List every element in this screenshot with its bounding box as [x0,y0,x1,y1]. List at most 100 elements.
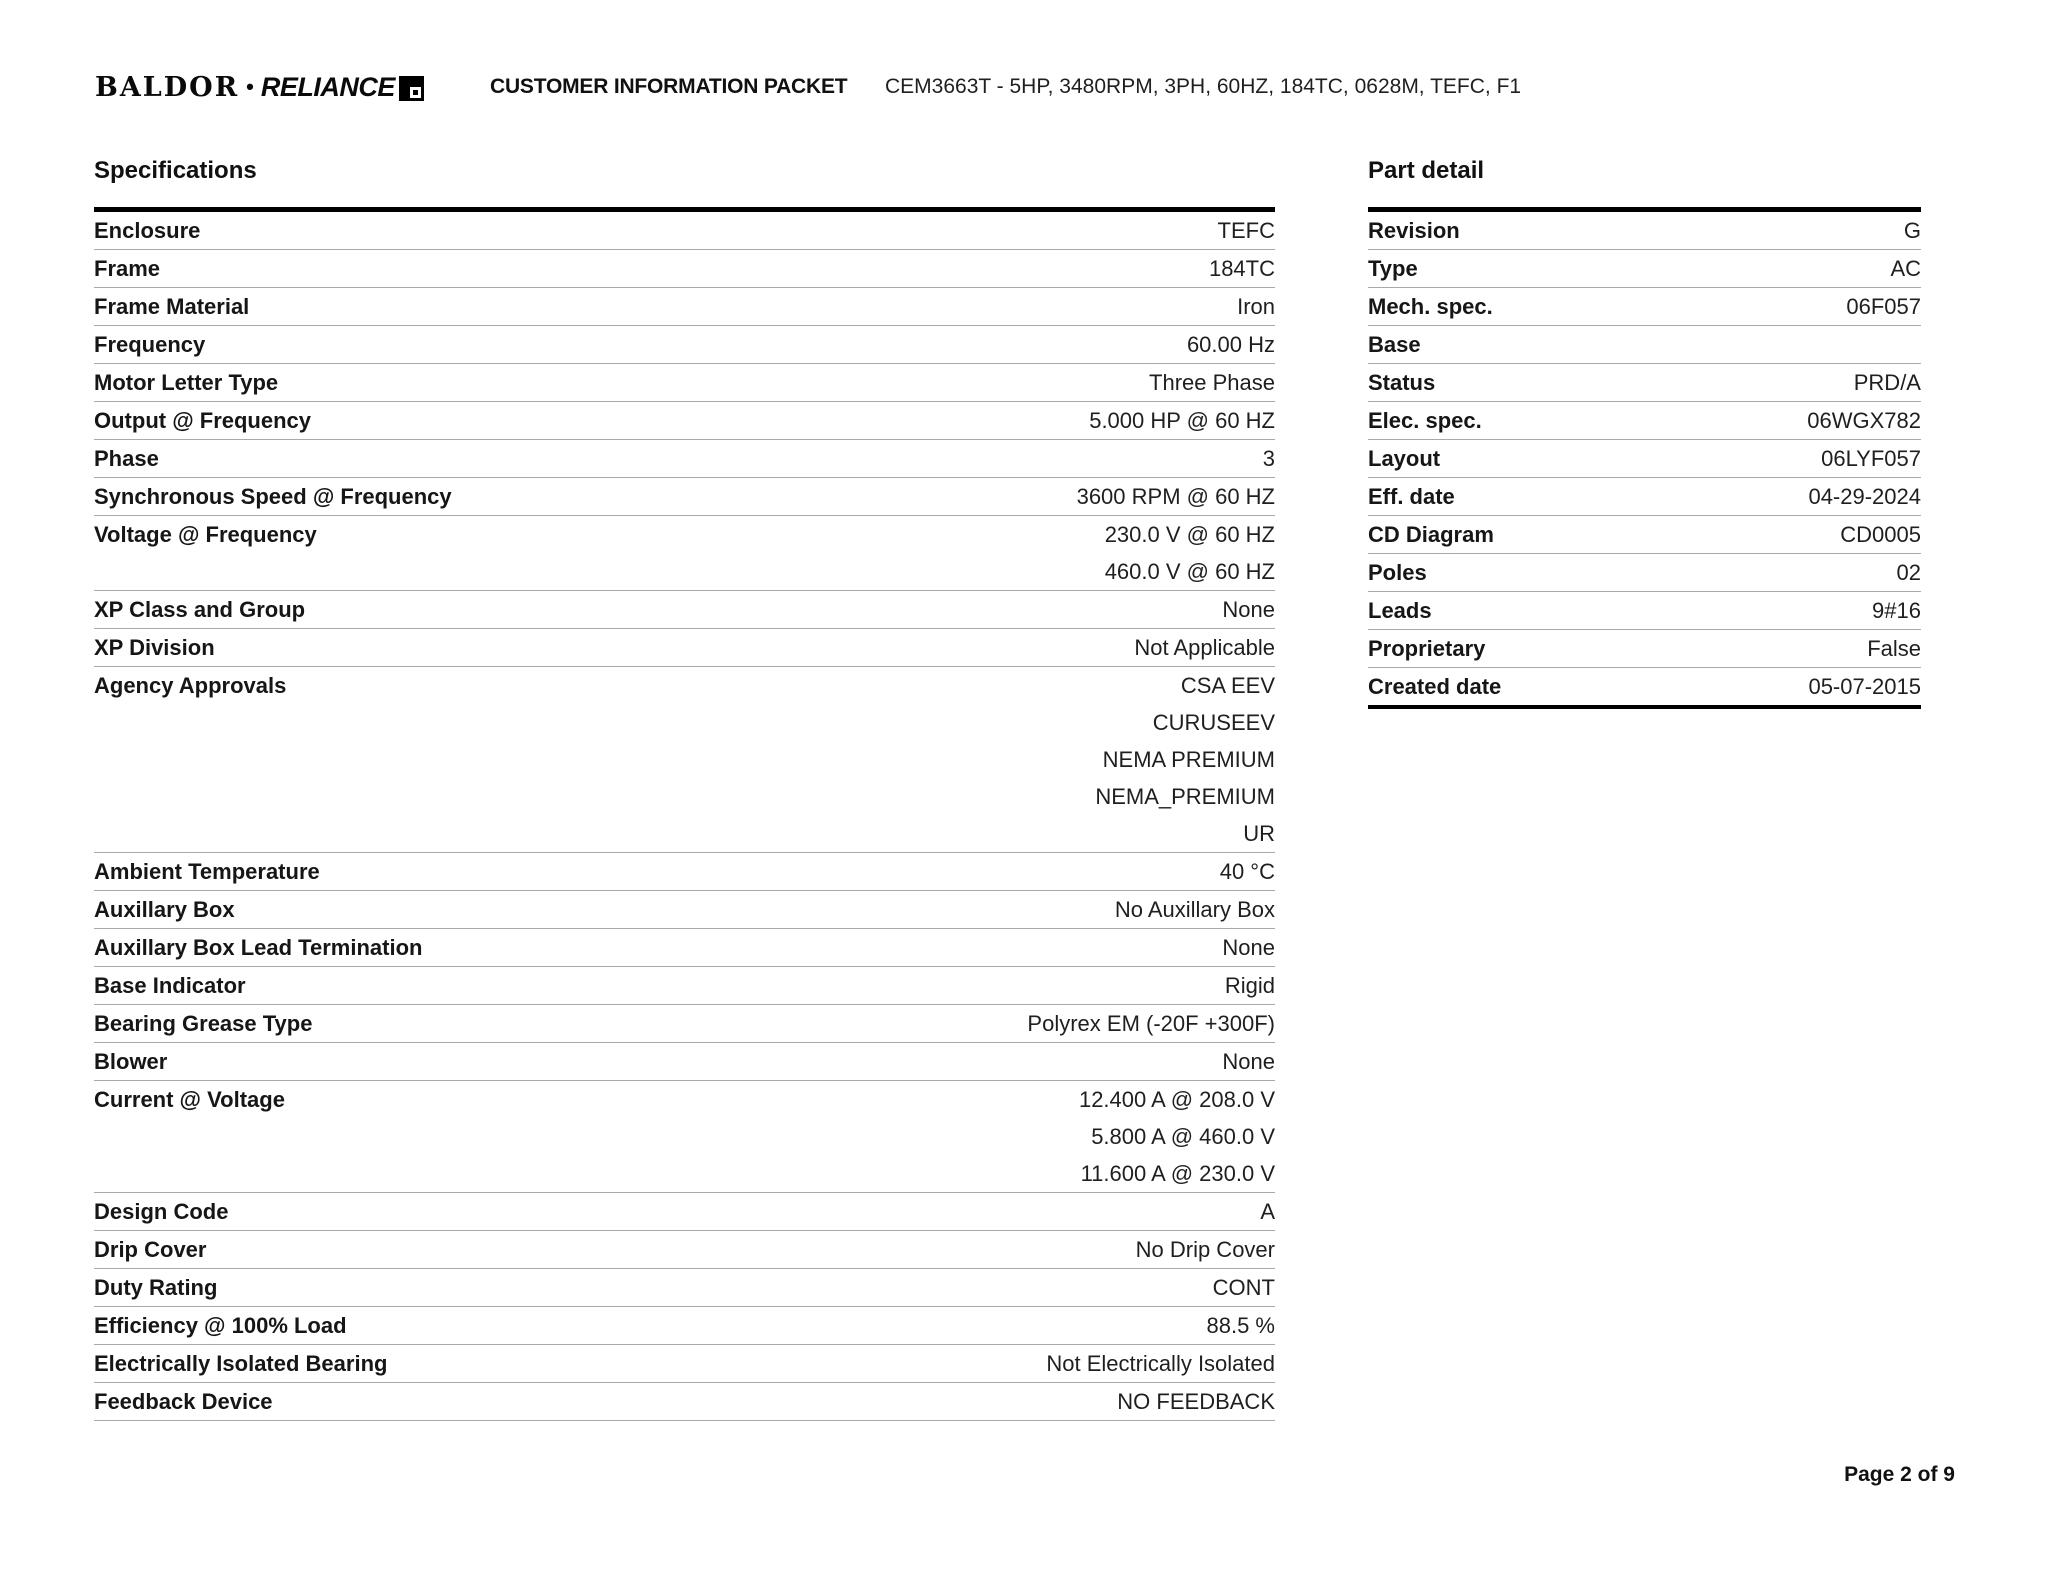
specifications-row: Design Code A [94,1193,1275,1231]
row-value: 230.0 V @ 60 HZ [1104,522,1275,547]
row-values: PRD/A [1435,364,1921,401]
row-label: Ambient Temperature [94,859,320,884]
row-label: Electrically Isolated Bearing [94,1351,388,1376]
row-values: CD0005 [1494,516,1921,553]
specifications-row: XP Class and Group None [94,591,1275,629]
specifications-section: Specifications Enclosure TEFC Frame 184TC Fr… [94,157,1275,1421]
row-values: CSA EEV CURUSEEV NEMA PREMIUM NEMA_PREMIUM U… [286,667,1275,852]
specifications-row: Motor Letter Type Three Phase [94,364,1275,402]
row-values: Iron [249,288,1275,325]
row-value: 3 [1262,446,1275,471]
row-label: Proprietary [1368,636,1486,661]
row-label: Synchronous Speed @ Frequency [94,484,452,509]
row-value [1421,326,1921,363]
specifications-row: Feedback Device NO FEEDBACK [94,1383,1275,1421]
logo-baldor-text: BALDOR [95,71,240,103]
row-values: 05-07-2015 [1501,668,1921,705]
row-label: Eff. date [1368,484,1455,509]
row-value: CURUSEEV [1152,710,1275,735]
row-values: No Drip Cover [206,1231,1275,1268]
specifications-row: Efficiency @ 100% Load 88.5 % [94,1307,1275,1345]
row-label: Agency Approvals [94,673,287,698]
row-label: Blower [94,1049,168,1074]
product-code: CEM3663T - 5HP, 3480RPM, 3PH, 60HZ, 184T… [885,75,1522,98]
row-values: None [422,929,1275,966]
row-values: 5.000 HP @ 60 HZ [311,402,1275,439]
row-value: Iron [1237,294,1275,319]
row-label: Feedback Device [94,1389,273,1414]
row-label: Elec. spec. [1368,408,1482,433]
row-values: 06LYF057 [1440,440,1921,477]
part-detail-section: Part detail Revision G Type AC Mech. spec. 06… [1368,157,1921,709]
part-detail-row: Poles 02 [1368,554,1921,592]
specifications-row: Auxillary Box No Auxillary Box [94,891,1275,929]
part-detail-row: Base [1368,326,1921,364]
row-value: 06WGX782 [1807,408,1921,433]
row-label: Motor Letter Type [94,370,279,395]
row-label: Drip Cover [94,1237,207,1262]
row-label: Poles [1368,560,1427,585]
specifications-row: Drip Cover No Drip Cover [94,1231,1275,1269]
specifications-table: Enclosure TEFC Frame 184TC Frame Material Iro… [94,207,1275,1421]
specifications-row: Frequency 60.00 Hz [94,326,1275,364]
part-detail-row: Proprietary False [1368,630,1921,668]
row-values: 40 °C [320,853,1275,890]
row-value: 5.000 HP @ 60 HZ [1089,408,1275,433]
row-value: 460.0 V @ 60 HZ [1104,559,1275,584]
part-detail-row: Created date 05-07-2015 [1368,668,1921,705]
row-value: CSA EEV [1180,673,1275,698]
row-values: 06WGX782 [1482,402,1921,439]
row-value: 60.00 Hz [1186,332,1275,357]
specifications-row: XP Division Not Applicable [94,629,1275,667]
row-value: 12.400 A @ 208.0 V [1078,1087,1275,1112]
row-values: 88.5 % [347,1307,1276,1344]
row-value: G [1903,218,1921,243]
row-value: 05-07-2015 [1808,674,1921,699]
specifications-row: Frame 184TC [94,250,1275,288]
page-header: BALDOR • RELIANCE CUSTOMER INFORMATION P… [95,70,1955,106]
document-title: CUSTOMER INFORMATION PACKET [490,75,848,98]
row-values [1421,326,1921,363]
row-value: No Auxillary Box [1114,897,1275,922]
row-values: 184TC [160,250,1275,287]
page-number: Page 2 of 9 [1844,1463,1955,1486]
row-value: 11.600 A @ 230.0 V [1080,1161,1275,1186]
part-detail-row: Type AC [1368,250,1921,288]
part-detail-row: Mech. spec. 06F057 [1368,288,1921,326]
row-value: Three Phase [1149,370,1275,395]
part-detail-row: Elec. spec. 06WGX782 [1368,402,1921,440]
row-value: 06F057 [1846,294,1921,319]
row-label: Bearing Grease Type [94,1011,313,1036]
row-value: Rigid [1224,973,1275,998]
row-values: TEFC [200,212,1275,249]
specifications-row: Frame Material Iron [94,288,1275,326]
row-label: Type [1368,256,1418,281]
specifications-row: Electrically Isolated Bearing Not Electri… [94,1345,1275,1383]
row-values: 12.400 A @ 208.0 V 5.800 A @ 460.0 V 11.60… [285,1081,1275,1192]
row-value: Not Electrically Isolated [1046,1351,1275,1376]
specifications-row: Bearing Grease Type Polyrex EM (-20F +300… [94,1005,1275,1043]
row-label: Phase [94,446,159,471]
row-value: 3600 RPM @ 60 HZ [1076,484,1275,509]
row-label: Voltage @ Frequency [94,522,317,547]
row-label: Status [1368,370,1436,395]
row-label: XP Class and Group [94,597,306,622]
specifications-title: Specifications [94,157,257,184]
row-label: Auxillary Box [94,897,235,922]
row-value: NEMA PREMIUM [1102,747,1275,772]
row-label: CD Diagram [1368,522,1494,547]
row-label: Efficiency @ 100% Load [94,1313,347,1338]
specifications-row: Blower None [94,1043,1275,1081]
specifications-row: Phase 3 [94,440,1275,478]
row-values: False [1485,630,1921,667]
row-value: 02 [1896,560,1921,585]
row-label: Output @ Frequency [94,408,312,433]
row-values: None [305,591,1275,628]
row-value: NEMA_PREMIUM [1095,784,1275,809]
row-value: AC [1890,256,1921,281]
row-label: Created date [1368,674,1502,699]
row-label: Base [1368,332,1421,357]
row-label: XP Division [94,635,215,660]
specifications-row: Duty Rating CONT [94,1269,1275,1307]
part-detail-row: Layout 06LYF057 [1368,440,1921,478]
